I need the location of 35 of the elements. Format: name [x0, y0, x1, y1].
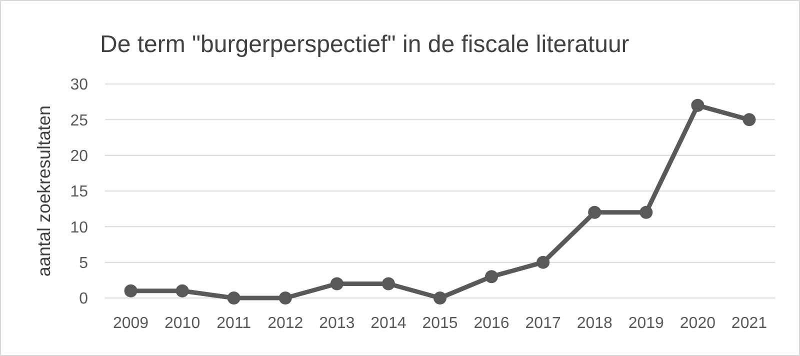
- point: [588, 206, 602, 219]
- x-tick-label: 2016: [474, 315, 510, 332]
- point: [536, 256, 550, 269]
- point: [691, 98, 704, 112]
- x-tick-label: 2012: [268, 315, 304, 332]
- x-tick-label: 2018: [576, 315, 613, 332]
- x-tick-label: 2010: [164, 315, 200, 332]
- y-tick-label: 30: [70, 76, 88, 94]
- chart-title: De term "burgerperspectief" in de fiscale literatuur: [100, 31, 630, 58]
- y-tick-label: 25: [70, 112, 88, 130]
- y-tick-label: 0: [79, 290, 88, 308]
- y-axis-title: aantal zoekresultaten: [34, 105, 54, 277]
- x-tick-label: 2015: [422, 315, 458, 332]
- x-tick-label: 2014: [370, 315, 406, 332]
- y-tick-label: 20: [70, 148, 88, 165]
- point: [227, 292, 240, 304]
- point: [330, 277, 344, 290]
- y-tick-label: 5: [79, 254, 88, 272]
- x-tick-label: 2019: [628, 315, 664, 332]
- x-tick-label: 2021: [731, 315, 768, 332]
- point: [382, 277, 395, 290]
- x-tick-label: 2017: [525, 315, 561, 332]
- point: [278, 292, 292, 304]
- point: [742, 113, 756, 126]
- x-tick-label: 2020: [680, 315, 716, 332]
- x-tick-label: 2009: [112, 315, 149, 332]
- x-tick-label: 2011: [216, 315, 252, 332]
- y-tick-label: 10: [70, 219, 88, 236]
- point: [485, 270, 498, 284]
- point: [176, 284, 189, 298]
- point: [434, 292, 446, 304]
- y-tick-label: 15: [70, 184, 88, 201]
- x-tick-label: 2013: [319, 315, 355, 332]
- point: [640, 206, 653, 219]
- point: [124, 284, 138, 298]
